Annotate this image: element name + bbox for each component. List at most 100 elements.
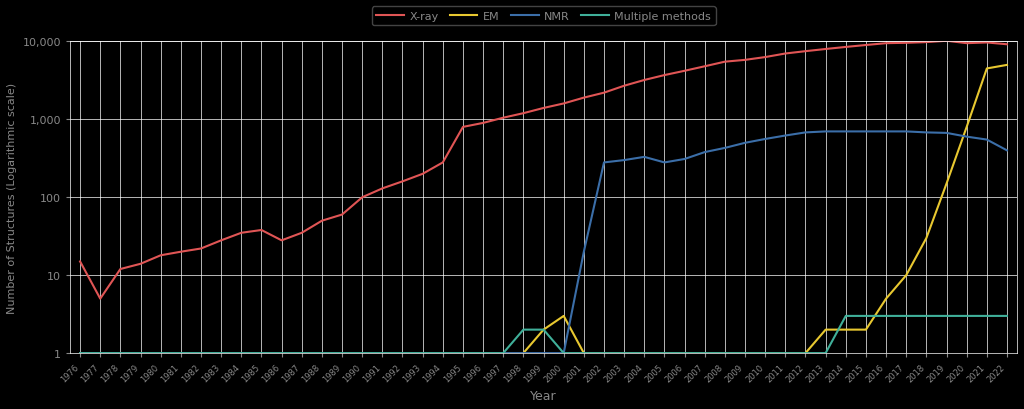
Multiple methods (1000, 314, 1013, 319)
X-ray (134, 262, 146, 267)
EM (275, 351, 288, 356)
X-ray (618, 84, 631, 89)
X-ray (1000, 43, 1013, 47)
EM (739, 351, 752, 356)
Multiple methods (155, 351, 167, 356)
Multiple methods (275, 351, 288, 356)
EM (900, 273, 912, 278)
EM (921, 236, 933, 241)
X-ray (457, 125, 469, 130)
NMR (961, 135, 973, 140)
NMR (396, 351, 409, 356)
NMR (134, 351, 146, 356)
X-ray (336, 213, 348, 218)
Multiple methods (215, 351, 227, 356)
X-ray (417, 172, 429, 177)
Multiple methods (940, 314, 952, 319)
Multiple methods (961, 314, 973, 319)
X-ray (739, 58, 752, 63)
NMR (175, 351, 187, 356)
NMR (779, 134, 792, 139)
Multiple methods (296, 351, 308, 356)
EM (376, 351, 388, 356)
X-ray (94, 297, 106, 301)
Multiple methods (315, 351, 328, 356)
NMR (1000, 148, 1013, 153)
Multiple methods (497, 351, 509, 356)
X-ray (779, 52, 792, 57)
NMR (819, 130, 831, 135)
Multiple methods (94, 351, 106, 356)
X-ray (981, 41, 993, 46)
NMR (296, 351, 308, 356)
Multiple methods (417, 351, 429, 356)
Multiple methods (739, 351, 752, 356)
EM (296, 351, 308, 356)
Multiple methods (457, 351, 469, 356)
EM (698, 351, 711, 356)
EM (940, 182, 952, 187)
EM (557, 314, 569, 319)
Line: Multiple methods: Multiple methods (80, 316, 1007, 353)
X-ray (578, 96, 590, 101)
NMR (538, 351, 550, 356)
Multiple methods (236, 351, 248, 356)
NMR (981, 138, 993, 143)
EM (436, 351, 449, 356)
NMR (275, 351, 288, 356)
EM (638, 351, 650, 356)
Multiple methods (779, 351, 792, 356)
X-ray (517, 111, 529, 116)
EM (396, 351, 409, 356)
EM (517, 351, 529, 356)
X-ray (195, 247, 207, 252)
X-ray (638, 79, 650, 83)
EM (175, 351, 187, 356)
NMR (739, 141, 752, 146)
NMR (940, 131, 952, 136)
NMR (74, 351, 86, 356)
NMR (115, 351, 127, 356)
X-ray (698, 65, 711, 70)
EM (819, 327, 831, 332)
Legend: X-ray, EM, NMR, Multiple methods: X-ray, EM, NMR, Multiple methods (372, 7, 716, 26)
X-ray (497, 116, 509, 121)
EM (255, 351, 267, 356)
EM (719, 351, 731, 356)
EM (759, 351, 771, 356)
X-ray (598, 91, 610, 96)
EM (134, 351, 146, 356)
EM (115, 351, 127, 356)
X-ray (376, 187, 388, 191)
X-ray (215, 238, 227, 243)
NMR (679, 157, 691, 162)
Multiple methods (578, 351, 590, 356)
X-ray (296, 231, 308, 236)
EM (155, 351, 167, 356)
Multiple methods (195, 351, 207, 356)
EM (860, 327, 872, 332)
Multiple methods (618, 351, 631, 356)
NMR (255, 351, 267, 356)
X-ray (356, 196, 369, 200)
EM (961, 125, 973, 130)
EM (74, 351, 86, 356)
Multiple methods (840, 314, 852, 319)
EM (800, 351, 812, 356)
NMR (497, 351, 509, 356)
X-ray (236, 231, 248, 236)
NMR (417, 351, 429, 356)
X-axis label: Year: Year (530, 389, 557, 402)
EM (356, 351, 369, 356)
NMR (840, 130, 852, 135)
Multiple methods (396, 351, 409, 356)
EM (336, 351, 348, 356)
EM (195, 351, 207, 356)
NMR (215, 351, 227, 356)
NMR (759, 137, 771, 142)
EM (417, 351, 429, 356)
Multiple methods (538, 327, 550, 332)
EM (578, 351, 590, 356)
X-ray (175, 249, 187, 254)
X-ray (961, 42, 973, 47)
